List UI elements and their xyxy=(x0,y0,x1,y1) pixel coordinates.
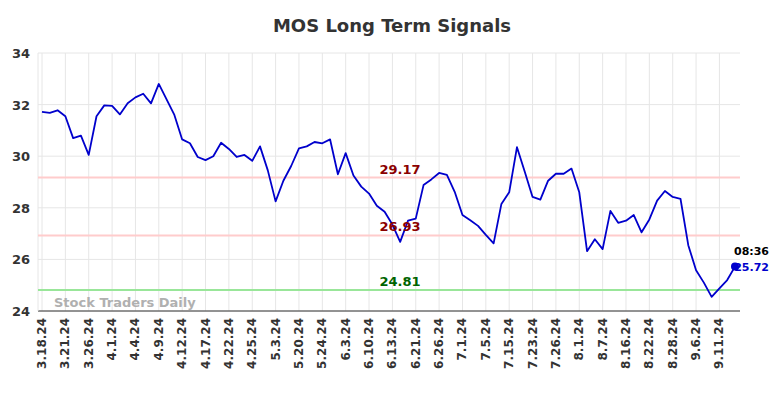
grid-line xyxy=(485,53,486,311)
reference-line xyxy=(38,289,740,291)
x-tick-label: 9.11.24 xyxy=(712,318,726,369)
grid-line xyxy=(205,53,206,311)
x-tick-label: 4.9.24 xyxy=(152,318,166,361)
y-tick-label: 26 xyxy=(12,252,30,267)
x-tick-label: 6.21.24 xyxy=(409,318,423,369)
grid-line xyxy=(38,104,740,105)
grid-line xyxy=(42,53,43,311)
plot-area xyxy=(38,84,740,297)
reference-line xyxy=(38,234,740,236)
x-tick-label: 4.22.24 xyxy=(222,318,236,369)
x-tick-label: 6.3.24 xyxy=(339,318,353,361)
grid-line xyxy=(65,53,66,311)
x-tick-label: 5.20.24 xyxy=(292,318,306,369)
watermark: Stock Traders Daily xyxy=(54,295,196,310)
grid-line xyxy=(38,53,740,54)
grid-line xyxy=(649,53,650,311)
grid-line xyxy=(345,53,346,311)
x-tick-label: 7.23.24 xyxy=(526,318,540,369)
grid-line xyxy=(88,53,89,311)
x-tick-label: 5.3.24 xyxy=(269,318,283,361)
x-tick-label: 4.25.24 xyxy=(245,318,259,369)
grid-line xyxy=(322,53,323,311)
grid-line xyxy=(252,53,253,311)
x-tick-label: 6.10.24 xyxy=(362,318,376,369)
x-tick-label: 8.22.24 xyxy=(642,318,656,369)
annotation: 08:36 xyxy=(734,245,769,258)
x-tick-label: 7.5.24 xyxy=(479,318,493,361)
grid-line xyxy=(509,53,510,311)
x-tick-label: 6.26.24 xyxy=(432,318,446,369)
y-tick-label: 28 xyxy=(12,201,30,216)
grid-line xyxy=(392,53,393,311)
x-tick-label: 8.16.24 xyxy=(619,318,633,369)
x-tick-label: 5.24.24 xyxy=(315,318,329,369)
y-tick-label: 34 xyxy=(12,46,30,61)
grid-line xyxy=(719,53,720,311)
y-tick-label: 32 xyxy=(12,98,30,113)
grid-line xyxy=(439,53,440,311)
x-tick-label: 3.18.24 xyxy=(35,318,49,369)
reference-label: 24.81 xyxy=(379,274,420,289)
grid-line xyxy=(135,53,136,311)
grid-line xyxy=(579,53,580,311)
chart: MOS Long Term Signals 24 26 28 30 32 34 3.18.24… xyxy=(0,0,784,398)
grid-line xyxy=(369,53,370,311)
x-tick-label: 3.26.24 xyxy=(82,318,96,369)
x-tick-label: 6.13.24 xyxy=(385,318,399,369)
grid-line xyxy=(275,53,276,311)
x-tick-label: 9.6.24 xyxy=(689,318,703,361)
x-tick-label: 8.1.24 xyxy=(572,318,586,361)
x-tick-label: 4.4.24 xyxy=(128,318,142,361)
y-axis xyxy=(38,53,39,311)
x-axis xyxy=(38,311,740,312)
annotation: 25.72 xyxy=(734,261,769,274)
background xyxy=(0,0,784,398)
grid-line xyxy=(625,53,626,311)
grid-line xyxy=(38,156,740,157)
grid-line xyxy=(38,259,740,260)
grid-line xyxy=(228,53,229,311)
x-tick-label: 4.1.24 xyxy=(105,318,119,361)
y-tick-label: 30 xyxy=(12,149,30,164)
series-line xyxy=(42,84,735,297)
grid-line xyxy=(462,53,463,311)
reference-label: 29.17 xyxy=(379,162,420,177)
grid-line xyxy=(38,207,740,208)
grid-line xyxy=(112,53,113,311)
x-tick-label: 4.12.24 xyxy=(175,318,189,369)
grid-line xyxy=(415,53,416,311)
grid-line xyxy=(602,53,603,311)
x-tick-label: 8.7.24 xyxy=(596,318,610,361)
title: MOS Long Term Signals xyxy=(273,15,511,36)
x-tick-label: 4.17.24 xyxy=(199,318,213,369)
grid-line xyxy=(158,53,159,311)
grid-line xyxy=(38,311,740,312)
grid-line xyxy=(532,53,533,311)
reference-line xyxy=(38,177,740,179)
grid-line xyxy=(182,53,183,311)
grid-line xyxy=(298,53,299,311)
x-tick-label: 3.21.24 xyxy=(58,318,72,369)
grid-line xyxy=(555,53,556,311)
grid-line xyxy=(672,53,673,311)
y-tick-label: 24 xyxy=(12,304,30,319)
reference-label: 26.93 xyxy=(379,219,420,234)
x-tick-label: 7.15.24 xyxy=(502,318,516,369)
x-tick-label: 8.28.24 xyxy=(666,318,680,369)
x-tick-label: 7.1.24 xyxy=(455,318,469,361)
x-tick-label: 7.26.24 xyxy=(549,318,563,369)
